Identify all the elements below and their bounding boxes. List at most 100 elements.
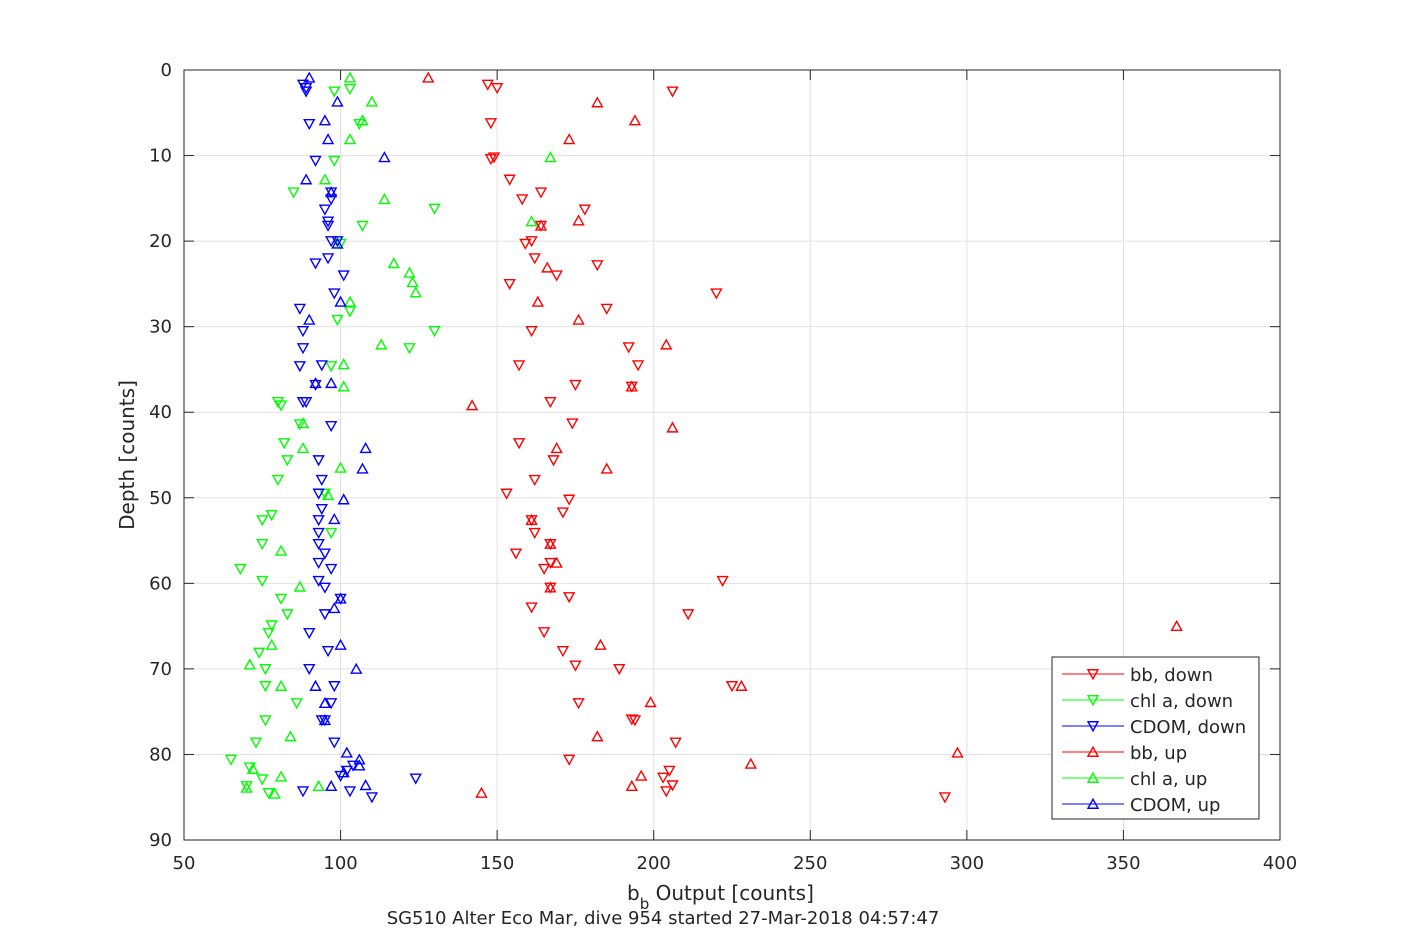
data-point <box>594 638 607 650</box>
data-point <box>334 592 347 604</box>
data-point <box>224 754 238 766</box>
data-point <box>315 503 328 516</box>
data-point <box>328 86 341 98</box>
data-point <box>350 662 363 674</box>
data-point <box>309 679 322 691</box>
data-point <box>299 86 313 98</box>
data-point <box>681 609 695 621</box>
data-point <box>375 338 388 350</box>
data-point <box>262 628 275 640</box>
data-point <box>299 173 313 185</box>
x-tick-label: 400 <box>1263 853 1297 874</box>
x-axis-label-rest: Output [counts] <box>649 881 814 905</box>
x-tick-label: 300 <box>950 853 984 874</box>
data-point <box>340 746 354 758</box>
legend-label: chl a, down <box>1130 691 1233 712</box>
data-point <box>312 575 325 587</box>
data-point <box>328 681 341 693</box>
data-point <box>428 325 441 338</box>
x-axis-label-subscript: b <box>640 895 650 913</box>
data-point <box>274 400 288 412</box>
data-point <box>622 342 635 354</box>
data-point <box>243 658 256 670</box>
data-point <box>562 592 576 604</box>
data-point <box>309 258 322 270</box>
data-point <box>403 266 416 278</box>
data-point <box>324 236 338 248</box>
data-point <box>312 779 325 792</box>
data-point <box>343 71 357 83</box>
data-point <box>312 515 325 527</box>
data-point <box>569 660 582 672</box>
y-tick-label: 60 <box>149 573 172 594</box>
data-point <box>343 786 357 798</box>
data-point <box>303 71 316 83</box>
data-point <box>318 696 332 709</box>
data-point <box>938 792 952 804</box>
data-point <box>293 303 307 315</box>
data-point <box>356 220 369 232</box>
data-point <box>484 154 498 166</box>
data-point <box>281 455 294 467</box>
legend-box <box>1051 656 1260 820</box>
series-4 <box>240 71 557 799</box>
data-point <box>544 537 557 549</box>
data-point <box>265 620 278 632</box>
data-point <box>321 253 335 265</box>
data-point <box>324 779 338 792</box>
data-point <box>550 441 563 454</box>
data-point <box>541 261 554 273</box>
data-point <box>465 399 479 411</box>
data-point <box>512 360 526 372</box>
data-point <box>234 563 247 575</box>
data-point <box>534 187 548 199</box>
data-point <box>318 114 332 126</box>
series-5 <box>299 71 391 792</box>
data-point <box>331 236 344 248</box>
data-point <box>422 71 435 83</box>
series-3 <box>422 71 1183 798</box>
data-point <box>324 194 338 206</box>
data-point <box>544 151 557 163</box>
data-point <box>951 746 964 758</box>
data-point <box>387 257 400 269</box>
data-point <box>243 762 256 774</box>
data-point <box>324 361 338 373</box>
data-point <box>299 397 313 409</box>
data-point <box>356 114 369 126</box>
data-point <box>710 288 723 300</box>
data-point <box>562 754 576 766</box>
data-point <box>525 325 538 338</box>
x-tick-label: 250 <box>793 853 827 874</box>
data-point <box>556 507 570 519</box>
data-point <box>299 83 313 95</box>
data-point <box>353 753 366 765</box>
data-point <box>550 556 563 568</box>
data-point <box>318 609 332 621</box>
x-tick-label: 350 <box>1106 853 1140 874</box>
data-point <box>312 488 325 500</box>
series-0 <box>481 79 952 804</box>
data-point <box>484 118 498 130</box>
data-point <box>378 151 391 163</box>
data-point <box>509 548 523 560</box>
data-point <box>562 133 576 145</box>
data-point <box>328 288 341 300</box>
y-tick-label: 90 <box>149 830 172 851</box>
legend-marker <box>1086 771 1100 783</box>
data-point <box>428 203 441 215</box>
data-point <box>293 361 307 373</box>
y-tick-label: 70 <box>149 659 172 680</box>
data-point <box>1170 619 1183 632</box>
data-point <box>256 539 269 551</box>
data-point <box>528 253 541 265</box>
data-point <box>666 780 679 792</box>
data-point <box>318 204 332 216</box>
data-point <box>321 133 335 145</box>
data-point <box>315 474 328 487</box>
data-point <box>312 527 325 540</box>
data-point <box>259 681 272 693</box>
series-1 <box>224 83 441 800</box>
data-point <box>337 270 350 282</box>
data-point <box>531 295 545 307</box>
